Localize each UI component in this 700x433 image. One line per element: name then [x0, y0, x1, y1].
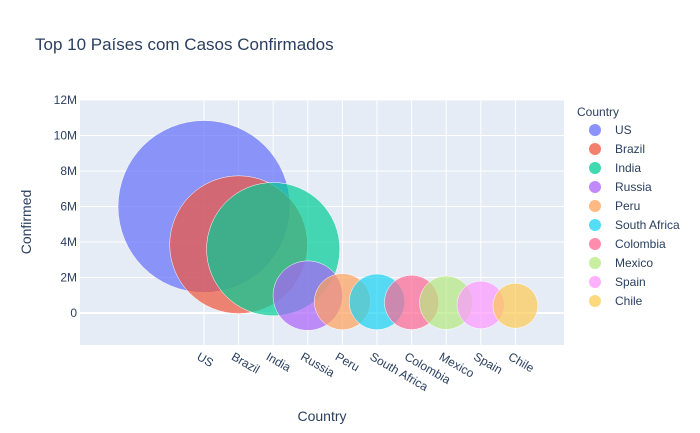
- legend-label: India: [615, 161, 641, 175]
- x-tick-label: US: [195, 349, 216, 369]
- legend-label: Spain: [615, 275, 646, 289]
- bubble-chile[interactable]: [492, 283, 539, 329]
- legend-label: Brazil: [615, 142, 645, 156]
- legend-marker: [589, 238, 601, 250]
- legend-label: South Africa: [615, 218, 680, 232]
- legend-marker: [589, 219, 601, 231]
- x-tick-label: Brazil: [229, 349, 262, 376]
- bubbles: [117, 120, 539, 331]
- legend-item[interactable]: Chile: [589, 294, 643, 308]
- legend-label: Russia: [615, 180, 652, 194]
- x-tick-label: Spain: [471, 349, 505, 376]
- y-tick-label: 2M: [60, 271, 77, 285]
- legend-label: Mexico: [615, 256, 653, 270]
- y-tick-label: 12M: [54, 93, 77, 107]
- legend-title: Country: [577, 105, 619, 119]
- legend-marker: [589, 295, 601, 307]
- legend-marker: [589, 257, 601, 269]
- legend-label: Chile: [615, 294, 643, 308]
- x-axis-title: Country: [297, 408, 346, 424]
- y-axis-title: Confirmed: [18, 190, 34, 255]
- legend-marker: [589, 200, 601, 212]
- legend: Country US Brazil India Russia Peru South Afr…: [577, 105, 680, 308]
- legend-marker: [589, 124, 601, 136]
- legend-item[interactable]: Colombia: [589, 237, 666, 251]
- legend-marker: [589, 162, 601, 174]
- legend-marker: [589, 143, 601, 155]
- legend-item[interactable]: US: [589, 123, 632, 137]
- x-tick-label: Russia: [298, 349, 337, 380]
- legend-item[interactable]: Peru: [589, 199, 640, 213]
- y-tick-label: 0: [70, 306, 77, 320]
- y-tick-label: 8M: [60, 164, 77, 178]
- legend-label: Colombia: [615, 237, 666, 251]
- legend-item[interactable]: India: [589, 161, 641, 175]
- y-tick-label: 4M: [60, 235, 77, 249]
- legend-marker: [589, 181, 601, 193]
- legend-item[interactable]: Mexico: [589, 256, 653, 270]
- y-tick-label: 10M: [54, 129, 77, 143]
- legend-marker: [589, 276, 601, 288]
- x-tick-label: India: [264, 349, 294, 374]
- legend-item[interactable]: Brazil: [589, 142, 645, 156]
- legend-label: Peru: [615, 199, 640, 213]
- legend-label: US: [615, 123, 632, 137]
- y-tick-label: 6M: [60, 200, 77, 214]
- legend-item[interactable]: Spain: [589, 275, 646, 289]
- x-tick-label: Chile: [506, 349, 537, 375]
- legend-item[interactable]: Russia: [589, 180, 652, 194]
- y-axis-ticks: 0 2M 4M 6M 8M 10M 12M: [54, 93, 78, 320]
- x-tick-label: Peru: [333, 349, 362, 374]
- legend-item[interactable]: South Africa: [589, 218, 680, 232]
- chart-title: Top 10 Países com Casos Confirmados: [35, 35, 334, 54]
